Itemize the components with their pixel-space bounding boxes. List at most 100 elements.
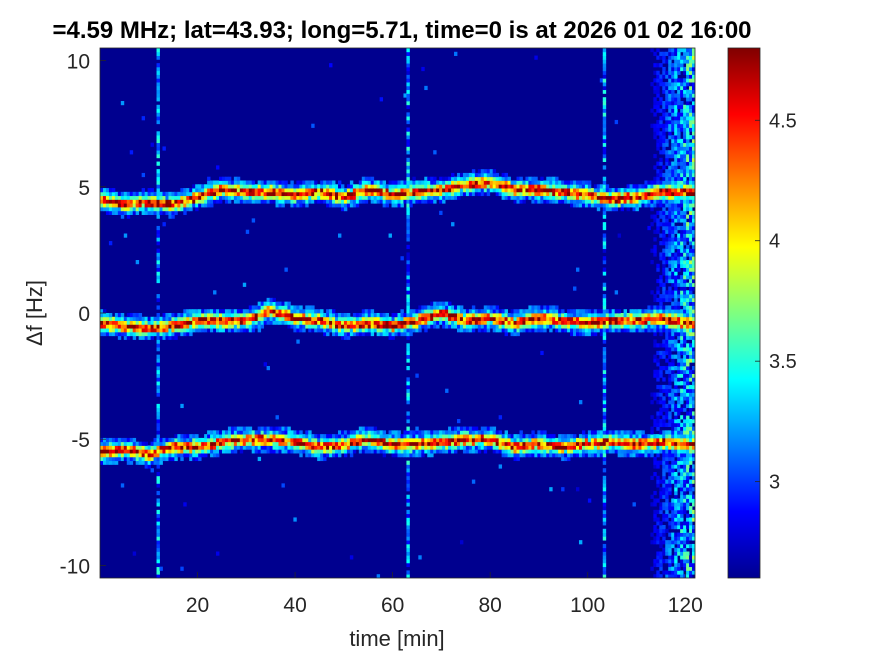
heatmap-cell — [189, 207, 193, 212]
heatmap-cell — [671, 517, 675, 522]
heatmap-cell — [674, 63, 678, 68]
heatmap-cell — [129, 207, 134, 212]
heatmap-cell — [260, 437, 265, 443]
heatmap-cell — [281, 483, 285, 488]
heatmap-cell — [677, 396, 681, 401]
heatmap-cell — [650, 430, 654, 435]
heatmap-cell — [665, 184, 669, 189]
heatmap-cell — [593, 449, 598, 454]
heatmap-cell — [189, 309, 193, 314]
heatmap-cell — [665, 358, 669, 363]
heatmap-cell — [147, 445, 151, 450]
heatmap-cell — [254, 184, 259, 189]
heatmap-cell — [233, 441, 238, 446]
heatmap-cell — [439, 210, 443, 215]
heatmap-cell — [186, 328, 190, 333]
heatmap-cell — [236, 313, 241, 318]
heatmap-cell — [156, 460, 160, 465]
heatmap-cell — [549, 188, 553, 193]
heatmap-cell — [513, 199, 517, 204]
heatmap-cell — [340, 324, 345, 329]
heatmap-cell — [457, 434, 461, 439]
heatmap-cell — [671, 176, 675, 181]
heatmap-cell — [230, 320, 235, 325]
heatmap-cell — [659, 525, 663, 530]
heatmap-cell — [576, 313, 580, 318]
heatmap-cell — [239, 309, 244, 314]
heatmap-cell — [656, 521, 660, 526]
heatmap-cell — [531, 195, 535, 200]
heatmap-cell — [668, 271, 672, 276]
heatmap-cell — [302, 445, 306, 450]
heatmap-cell — [275, 305, 279, 310]
heatmap-cell — [623, 437, 627, 443]
heatmap-cell — [219, 313, 223, 318]
heatmap-cell — [680, 540, 684, 545]
heatmap-cell — [617, 233, 622, 238]
heatmap-cell — [317, 313, 321, 318]
heatmap-cell — [665, 347, 669, 352]
heatmap-cell — [668, 119, 672, 125]
heatmap-cell — [349, 430, 354, 435]
heatmap-cell — [388, 449, 392, 454]
heatmap-cell — [680, 468, 684, 473]
heatmap-cell — [674, 396, 678, 401]
heatmap-cell — [370, 324, 375, 329]
heatmap-cell — [192, 203, 196, 208]
heatmap-cell — [531, 191, 535, 197]
heatmap-cell — [421, 434, 425, 439]
heatmap-cell — [430, 301, 434, 306]
heatmap-cell — [281, 188, 285, 193]
heatmap-cell — [605, 434, 610, 439]
heatmap-cell — [132, 199, 137, 204]
heatmap-cell — [671, 51, 675, 56]
heatmap-cell — [599, 331, 604, 337]
heatmap-cell — [653, 396, 657, 401]
heatmap-cell — [216, 328, 220, 333]
heatmap-cell — [248, 195, 253, 200]
heatmap-cell — [406, 415, 410, 420]
heatmap-cell — [632, 195, 636, 200]
heatmap-cell — [260, 184, 265, 189]
heatmap-cell — [427, 320, 431, 325]
heatmap-cell — [662, 506, 666, 511]
heatmap-cell — [677, 502, 681, 507]
heatmap-cell — [171, 449, 175, 454]
heatmap-cell — [462, 426, 467, 431]
heatmap-cell — [501, 191, 505, 197]
heatmap-cell — [269, 305, 273, 310]
heatmap-cell — [677, 437, 681, 443]
heatmap-cell — [561, 445, 565, 450]
heatmap-cell — [162, 437, 166, 443]
heatmap-cell — [180, 324, 184, 329]
heatmap-cell — [406, 244, 410, 250]
heatmap-cell — [459, 430, 464, 435]
heatmap-cell — [665, 244, 669, 250]
heatmap-cell — [439, 316, 443, 321]
heatmap-cell — [335, 324, 339, 329]
heatmap-cell — [590, 324, 595, 329]
heatmap-cell — [468, 324, 473, 329]
heatmap-cell — [665, 150, 669, 155]
heatmap-cell — [272, 199, 276, 204]
heatmap-cell — [213, 199, 217, 204]
heatmap-cell — [656, 555, 660, 560]
heatmap-cell — [647, 328, 651, 333]
heatmap-cell — [584, 449, 589, 454]
heatmap-cell — [120, 453, 125, 458]
heatmap-cell — [406, 384, 410, 390]
heatmap-cell — [665, 225, 669, 231]
heatmap-cell — [323, 184, 327, 189]
heatmap-cell — [531, 324, 535, 329]
heatmap-cell — [671, 358, 675, 363]
heatmap-cell — [614, 324, 619, 329]
heatmap-cell — [602, 82, 607, 87]
heatmap-cell — [680, 422, 684, 427]
heatmap-cell — [361, 176, 366, 181]
heatmap-cell — [174, 207, 178, 212]
heatmap-cell — [552, 191, 556, 197]
heatmap-cell — [266, 195, 270, 200]
heatmap-cell — [213, 434, 217, 439]
heatmap-cell — [418, 449, 422, 454]
heatmap-cell — [578, 195, 583, 200]
